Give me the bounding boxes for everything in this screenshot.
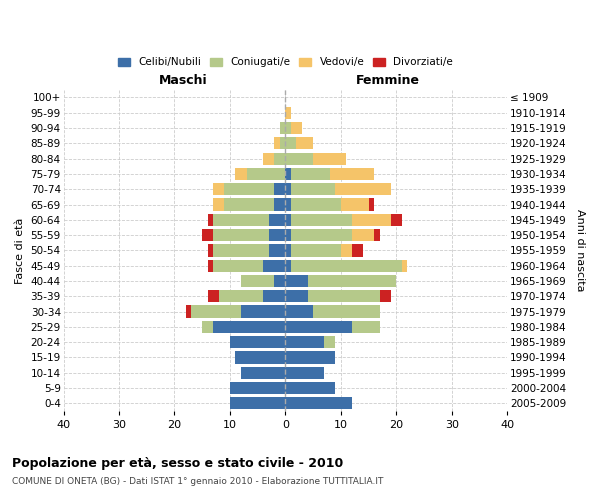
- Bar: [241, 306, 286, 318]
- Bar: [286, 244, 291, 256]
- Bar: [230, 397, 286, 409]
- Bar: [219, 290, 263, 302]
- Bar: [286, 275, 308, 287]
- Bar: [286, 198, 291, 210]
- Bar: [213, 320, 286, 333]
- Bar: [286, 214, 291, 226]
- Bar: [286, 290, 308, 302]
- Text: Femmine: Femmine: [355, 74, 419, 86]
- Bar: [286, 306, 313, 318]
- Bar: [286, 229, 291, 241]
- Bar: [296, 137, 313, 149]
- Bar: [224, 183, 274, 196]
- Bar: [286, 260, 291, 272]
- Bar: [286, 320, 352, 333]
- Bar: [286, 397, 352, 409]
- Bar: [235, 352, 286, 364]
- Bar: [274, 275, 286, 287]
- Bar: [368, 198, 374, 210]
- Bar: [269, 229, 286, 241]
- Bar: [274, 152, 286, 165]
- Bar: [208, 260, 213, 272]
- Bar: [352, 214, 391, 226]
- Bar: [291, 244, 341, 256]
- Bar: [274, 183, 286, 196]
- Bar: [291, 260, 402, 272]
- Bar: [213, 229, 269, 241]
- Bar: [230, 336, 286, 348]
- Bar: [391, 214, 402, 226]
- Bar: [352, 320, 380, 333]
- Bar: [341, 244, 352, 256]
- Bar: [286, 352, 335, 364]
- Bar: [335, 183, 391, 196]
- Bar: [208, 214, 213, 226]
- Text: COMUNE DI ONETA (BG) - Dati ISTAT 1° gennaio 2010 - Elaborazione TUTTITALIA.IT: COMUNE DI ONETA (BG) - Dati ISTAT 1° gen…: [12, 478, 383, 486]
- Text: Maschi: Maschi: [159, 74, 208, 86]
- Bar: [308, 275, 396, 287]
- Bar: [291, 183, 335, 196]
- Bar: [286, 106, 291, 119]
- Bar: [274, 198, 286, 210]
- Bar: [286, 168, 291, 180]
- Bar: [208, 290, 219, 302]
- Bar: [291, 229, 352, 241]
- Bar: [286, 122, 291, 134]
- Bar: [185, 306, 191, 318]
- Bar: [352, 244, 363, 256]
- Bar: [263, 290, 286, 302]
- Bar: [213, 244, 269, 256]
- Legend: Celibi/Nubili, Coniugati/e, Vedovi/e, Divorziati/e: Celibi/Nubili, Coniugati/e, Vedovi/e, Di…: [113, 54, 457, 72]
- Bar: [380, 290, 391, 302]
- Text: Popolazione per età, sesso e stato civile - 2010: Popolazione per età, sesso e stato civil…: [12, 458, 343, 470]
- Bar: [330, 168, 374, 180]
- Y-axis label: Anni di nascita: Anni di nascita: [575, 209, 585, 292]
- Bar: [286, 336, 324, 348]
- Bar: [286, 382, 335, 394]
- Bar: [291, 122, 302, 134]
- Bar: [213, 198, 224, 210]
- Y-axis label: Fasce di età: Fasce di età: [15, 217, 25, 284]
- Bar: [324, 336, 335, 348]
- Bar: [341, 198, 368, 210]
- Bar: [291, 214, 352, 226]
- Bar: [241, 275, 274, 287]
- Bar: [230, 382, 286, 394]
- Bar: [352, 229, 374, 241]
- Bar: [308, 290, 380, 302]
- Bar: [286, 137, 296, 149]
- Bar: [224, 198, 274, 210]
- Bar: [286, 152, 313, 165]
- Bar: [280, 137, 286, 149]
- Bar: [313, 306, 380, 318]
- Bar: [202, 229, 213, 241]
- Bar: [235, 168, 247, 180]
- Bar: [374, 229, 380, 241]
- Bar: [269, 214, 286, 226]
- Bar: [247, 168, 286, 180]
- Bar: [286, 366, 324, 379]
- Bar: [202, 320, 213, 333]
- Bar: [291, 168, 330, 180]
- Bar: [313, 152, 346, 165]
- Bar: [213, 214, 269, 226]
- Bar: [280, 122, 286, 134]
- Bar: [208, 244, 213, 256]
- Bar: [213, 183, 224, 196]
- Bar: [191, 306, 241, 318]
- Bar: [274, 137, 280, 149]
- Bar: [402, 260, 407, 272]
- Bar: [213, 260, 263, 272]
- Bar: [263, 152, 274, 165]
- Bar: [263, 260, 286, 272]
- Bar: [291, 198, 341, 210]
- Bar: [286, 183, 291, 196]
- Bar: [269, 244, 286, 256]
- Bar: [241, 366, 286, 379]
